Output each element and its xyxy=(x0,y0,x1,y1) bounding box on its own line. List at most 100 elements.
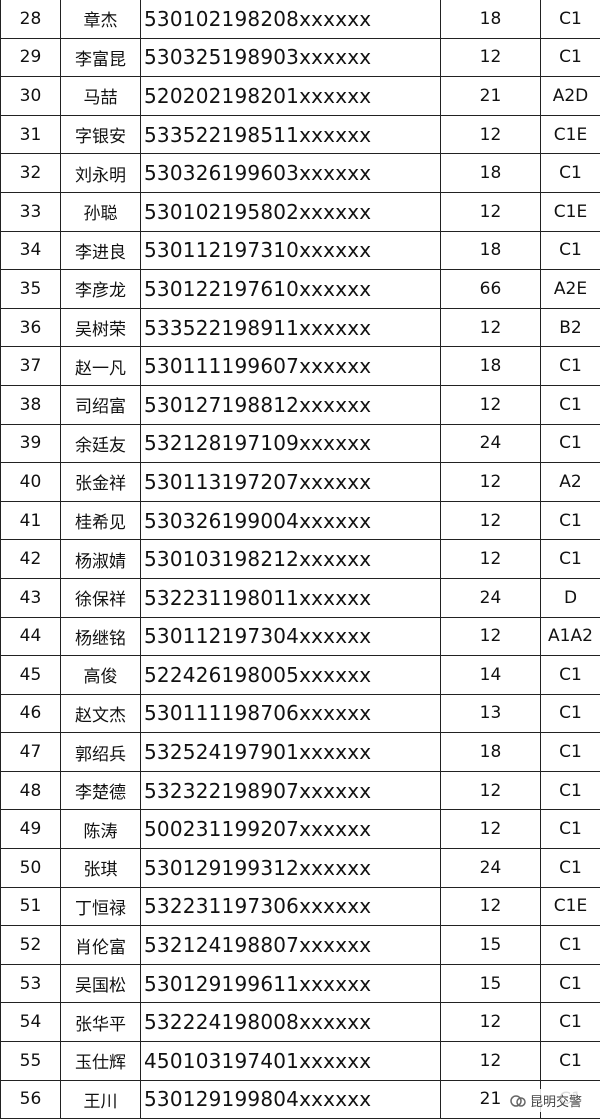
id-number: 532231198011xxxxxx xyxy=(140,577,441,618)
license-class: C1 xyxy=(540,153,600,193)
name: 杨继铭 xyxy=(60,616,141,657)
points: 12 xyxy=(440,1041,541,1081)
license-class: C1E xyxy=(540,114,600,155)
name: 吴树荣 xyxy=(60,307,141,348)
row-number: 49 xyxy=(0,809,61,850)
name: 司绍富 xyxy=(60,384,141,425)
table-row: 52 肖伦富 532124198807xxxxxx 15 C1 xyxy=(0,925,600,965)
table-row: 48 李楚德 532322198907xxxxxx 12 C1 xyxy=(0,770,600,811)
id-number: 532128197109xxxxxx xyxy=(140,423,441,464)
id-number: 530111198706xxxxxx xyxy=(140,693,441,734)
name: 刘永明 xyxy=(60,153,141,193)
row-number: 52 xyxy=(0,925,61,965)
points: 12 xyxy=(440,809,541,850)
table-row: 42 杨淑婧 530103198212xxxxxx 12 C1 xyxy=(0,539,600,579)
name: 桂希见 xyxy=(60,500,141,541)
name: 王川 xyxy=(60,1079,141,1120)
name: 张琪 xyxy=(60,848,141,888)
id-number: 530122197610xxxxxx xyxy=(140,269,441,309)
name: 张华平 xyxy=(60,1002,141,1043)
id-number: 450103197401xxxxxx xyxy=(140,1041,441,1081)
id-number: 532224198008xxxxxx xyxy=(140,1002,441,1043)
id-number: 532231197306xxxxxx xyxy=(140,886,441,927)
table-row: 49 陈涛 500231199207xxxxxx 12 C1 xyxy=(0,809,600,850)
table-row: 46 赵文杰 530111198706xxxxxx 13 C1 xyxy=(0,693,600,734)
license-class: C1 xyxy=(540,0,600,39)
points: 24 xyxy=(440,577,541,618)
name: 马喆 xyxy=(60,76,141,116)
license-class: A2D xyxy=(540,76,600,116)
name: 肖伦富 xyxy=(60,925,141,965)
row-number: 50 xyxy=(0,848,61,888)
id-number: 530127198812xxxxxx xyxy=(140,384,441,425)
license-class: D xyxy=(540,577,600,618)
row-number: 46 xyxy=(0,693,61,734)
id-number: 532124198807xxxxxx xyxy=(140,925,441,965)
id-number: 530129199804xxxxxx xyxy=(140,1079,441,1120)
row-number: 30 xyxy=(0,76,61,116)
license-class: C1 xyxy=(540,500,600,541)
name: 丁恒禄 xyxy=(60,886,141,927)
points: 12 xyxy=(440,500,541,541)
points: 21 xyxy=(440,76,541,116)
id-number: 530129199611xxxxxx xyxy=(140,963,441,1004)
table-row: 30 马喆 520202198201xxxxxx 21 A2D xyxy=(0,76,600,116)
points: 66 xyxy=(440,269,541,309)
row-number: 36 xyxy=(0,307,61,348)
row-number: 55 xyxy=(0,1041,61,1081)
row-number: 35 xyxy=(0,269,61,309)
table-row: 44 杨继铭 530112197304xxxxxx 12 A1A2 xyxy=(0,616,600,657)
table-row: 40 张金祥 530113197207xxxxxx 12 A2 xyxy=(0,462,600,502)
row-number: 54 xyxy=(0,1002,61,1043)
name: 郭绍兵 xyxy=(60,732,141,772)
points: 15 xyxy=(440,925,541,965)
watermark-text: 昆明交警 xyxy=(529,1095,582,1110)
id-number: 530102195802xxxxxx xyxy=(140,191,441,232)
license-class: C1 xyxy=(540,230,600,271)
watermark: 昆明交警 xyxy=(505,1089,586,1112)
id-number: 530112197304xxxxxx xyxy=(140,616,441,657)
license-class: C1 xyxy=(540,963,600,1004)
license-class: A1A2 xyxy=(540,616,600,657)
name: 李彦龙 xyxy=(60,269,141,309)
points: 12 xyxy=(440,384,541,425)
license-class: C1 xyxy=(540,925,600,965)
points: 18 xyxy=(440,732,541,772)
name: 李进良 xyxy=(60,230,141,271)
license-class: C1 xyxy=(540,1002,600,1043)
table-row: 50 张琪 530129199312xxxxxx 24 C1 xyxy=(0,848,600,888)
id-number: 533522198911xxxxxx xyxy=(140,307,441,348)
points: 15 xyxy=(440,963,541,1004)
points: 18 xyxy=(440,346,541,386)
points: 24 xyxy=(440,848,541,888)
name: 余廷友 xyxy=(60,423,141,464)
license-class: C1E xyxy=(540,191,600,232)
row-number: 34 xyxy=(0,230,61,271)
table-row: 34 李进良 530112197310xxxxxx 18 C1 xyxy=(0,230,600,271)
name: 字银安 xyxy=(60,114,141,155)
license-class: A2 xyxy=(540,462,600,502)
row-number: 53 xyxy=(0,963,61,1004)
table-row: 41 桂希见 530326199004xxxxxx 12 C1 xyxy=(0,500,600,541)
table-row: 32 刘永明 530326199603xxxxxx 18 C1 xyxy=(0,153,600,193)
id-number: 530113197207xxxxxx xyxy=(140,462,441,502)
table-row: 33 孙聪 530102195802xxxxxx 12 C1E xyxy=(0,191,600,232)
license-class: C1 xyxy=(540,1041,600,1081)
table-row: 53 吴国松 530129199611xxxxxx 15 C1 xyxy=(0,963,600,1004)
id-number: 530326199004xxxxxx xyxy=(140,500,441,541)
id-number: 530111199607xxxxxx xyxy=(140,346,441,386)
row-number: 47 xyxy=(0,732,61,772)
row-number: 51 xyxy=(0,886,61,927)
license-class: C1 xyxy=(540,384,600,425)
license-class: C1 xyxy=(540,848,600,888)
license-class: C1 xyxy=(540,732,600,772)
points: 18 xyxy=(440,230,541,271)
points: 13 xyxy=(440,693,541,734)
name: 玉仕辉 xyxy=(60,1041,141,1081)
row-number: 44 xyxy=(0,616,61,657)
points: 24 xyxy=(440,423,541,464)
id-number: 522426198005xxxxxx xyxy=(140,655,441,695)
id-number: 500231199207xxxxxx xyxy=(140,809,441,850)
points: 18 xyxy=(440,0,541,39)
